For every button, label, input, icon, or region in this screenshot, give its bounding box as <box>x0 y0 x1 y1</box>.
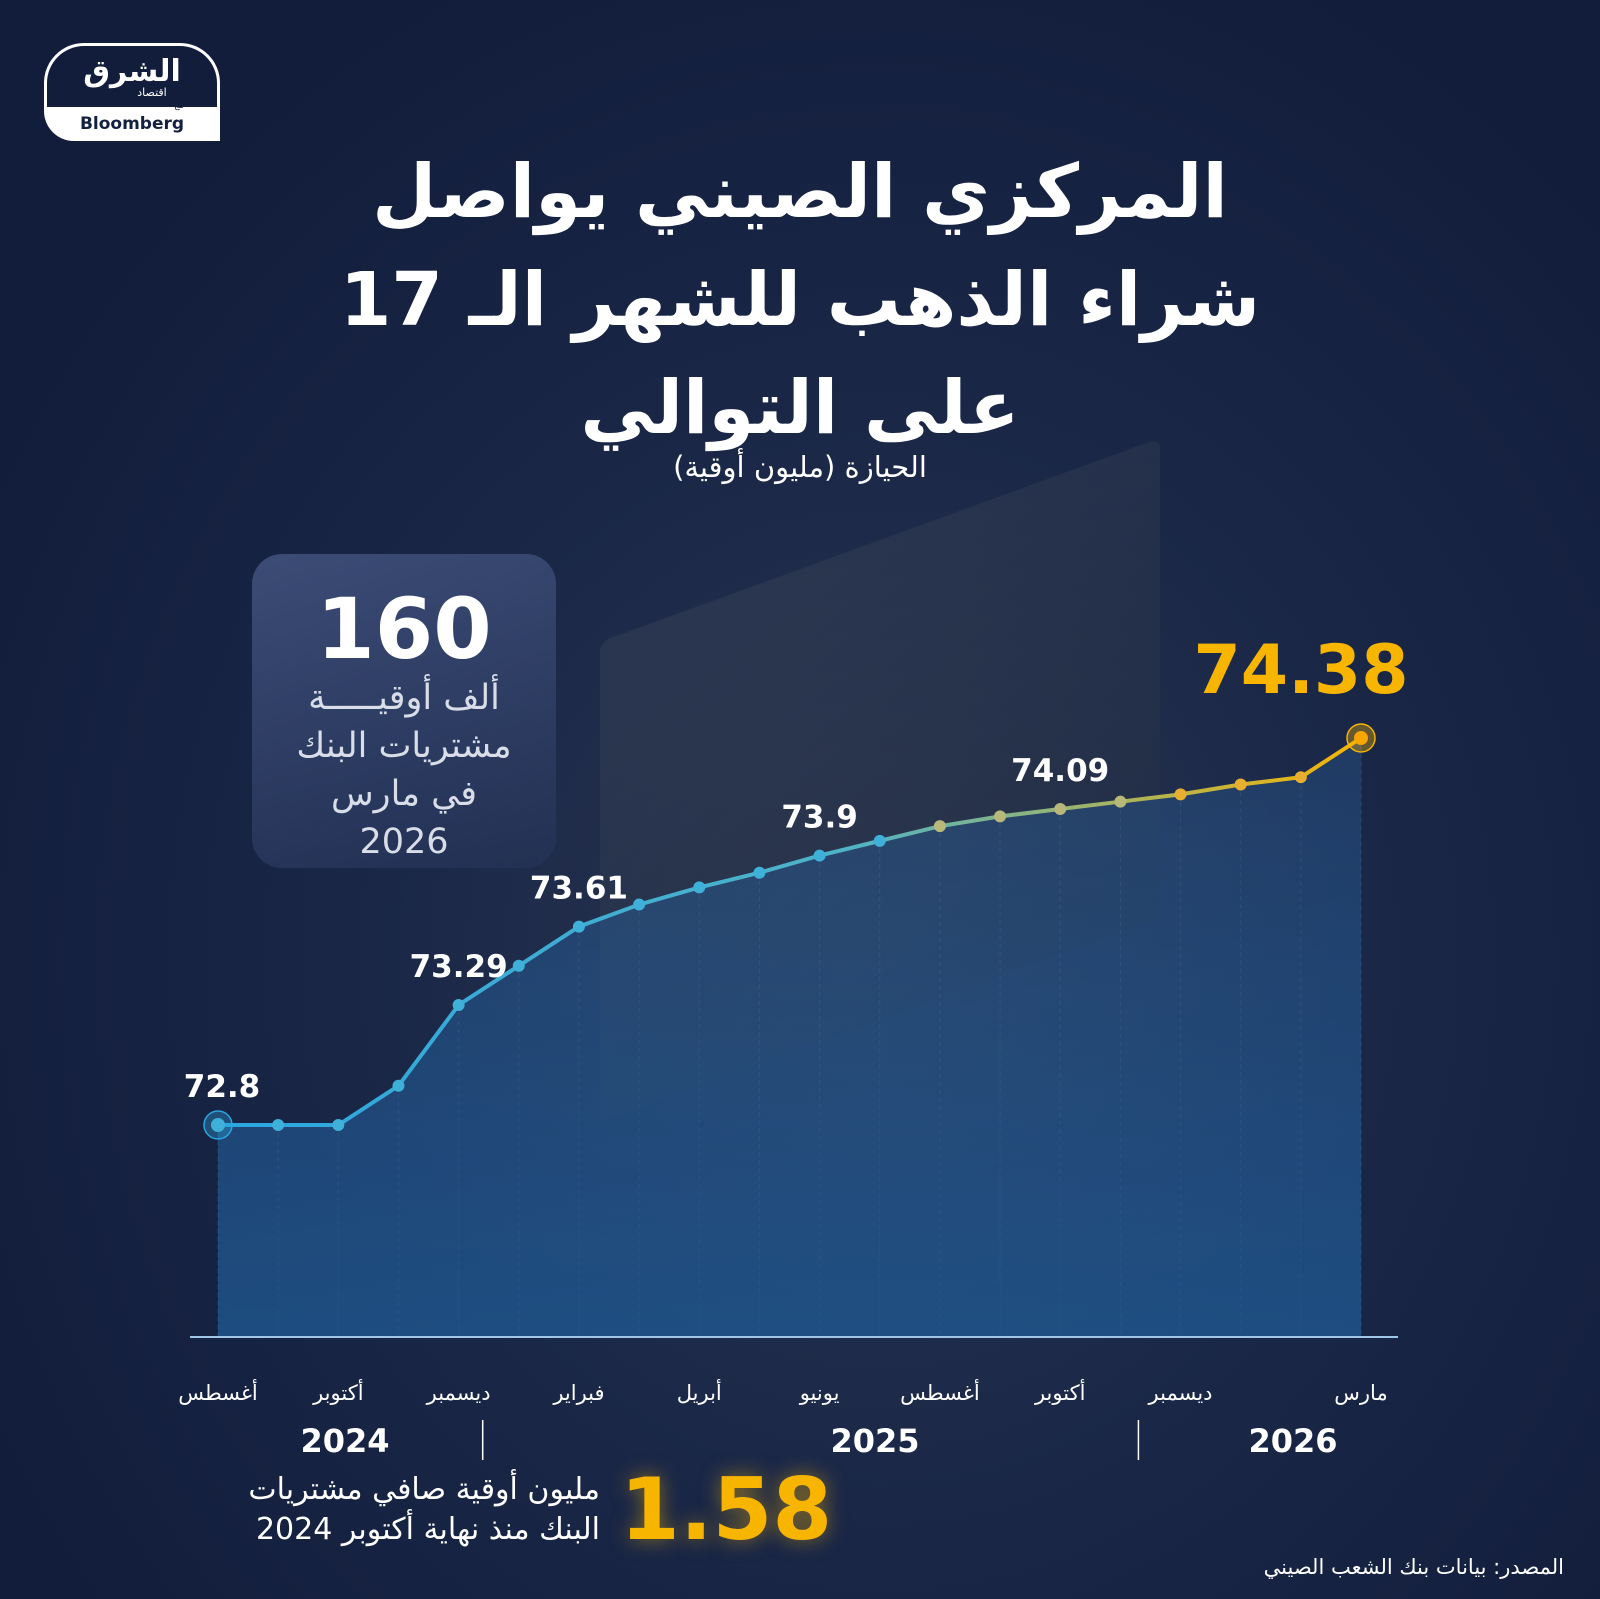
highlight-text: في مارس <box>330 774 478 814</box>
title-line: شراء الذهب للشهر الـ 17 <box>339 257 1261 343</box>
x-tick-label: فبراير <box>552 1381 604 1405</box>
data-label: 74.38 <box>1193 631 1408 710</box>
series-line <box>218 736 1363 1127</box>
data-point <box>753 866 766 879</box>
data-point <box>332 1119 345 1131</box>
data-point <box>813 849 826 862</box>
page-title: المركزي الصيني يواصل شراء الذهب للشهر ال… <box>300 138 1300 462</box>
highlight-text: 2026 <box>359 822 449 862</box>
x-tick-label: مارس <box>1334 1381 1387 1405</box>
data-label: 73.61 <box>530 871 628 907</box>
x-tick-label: أغسطس <box>178 1379 258 1405</box>
source-note: المصدر: بيانات بنك الشعب الصيني <box>1263 1555 1564 1579</box>
summary-line: مليون أوقية صافي مشتريات <box>248 1472 600 1507</box>
data-point <box>693 881 706 894</box>
highlight-text: مشتريات البنك <box>296 726 512 766</box>
data-point <box>994 810 1007 823</box>
summary-line: البنك منذ نهاية أكتوبر 2024 <box>255 1512 600 1547</box>
data-point <box>633 898 646 911</box>
data-point <box>1354 731 1368 745</box>
data-point <box>512 959 525 972</box>
x-tick-label: أكتوبر <box>312 1379 363 1405</box>
logo-sub: اقتصاد <box>137 85 167 99</box>
data-label: 73.9 <box>781 800 858 836</box>
summary-text: مليون أوقية صافي مشتريات البنك منذ نهاية… <box>180 1470 600 1550</box>
title-line: المركزي الصيني يواصل <box>372 149 1228 235</box>
chart-subtitle: الحيازة (مليون أوقية) <box>673 450 927 484</box>
year-label: 2025 <box>830 1422 919 1460</box>
highlight-value: 160 <box>316 580 492 678</box>
data-point <box>1054 803 1067 816</box>
x-tick-label: يونيو <box>799 1381 840 1405</box>
data-point <box>1114 795 1127 808</box>
area-fill <box>218 738 1361 1337</box>
logo: الشرق اقتصاد Bloomberg مع <box>44 43 220 141</box>
year-label: 2026 <box>1248 1422 1337 1460</box>
x-tick-label: أغسطس <box>900 1379 980 1405</box>
data-point <box>392 1079 405 1092</box>
title-line: على التوالي <box>580 365 1020 451</box>
data-point <box>933 820 946 833</box>
x-tick-label: أكتوبر <box>1034 1379 1085 1405</box>
data-label: 73.29 <box>410 949 508 985</box>
x-tick-label: ديسمبر <box>426 1381 491 1405</box>
data-point <box>211 1118 225 1132</box>
data-label: 72.8 <box>184 1069 261 1105</box>
data-point <box>452 998 465 1011</box>
x-tick-label: ديسمبر <box>1148 1381 1213 1405</box>
data-point <box>272 1119 285 1131</box>
logo-brand: الشرق <box>83 53 181 89</box>
year-label: 2024 <box>300 1422 389 1460</box>
logo-with: مع <box>174 101 184 111</box>
data-point <box>1174 788 1187 801</box>
data-point <box>1234 778 1247 791</box>
data-point <box>572 920 585 933</box>
logo-partner: Bloomberg <box>79 114 185 134</box>
data-point <box>873 834 886 847</box>
data-point <box>1294 771 1307 784</box>
data-label: 74.09 <box>1011 753 1109 789</box>
highlight-box: 160 ألف أوقيـــــة مشتريات البنك في مارس… <box>252 554 556 868</box>
x-tick-label: أبريل <box>677 1379 722 1405</box>
highlight-text: ألف أوقيـــــة <box>308 678 500 718</box>
summary-value: 1.58 <box>620 1460 833 1560</box>
